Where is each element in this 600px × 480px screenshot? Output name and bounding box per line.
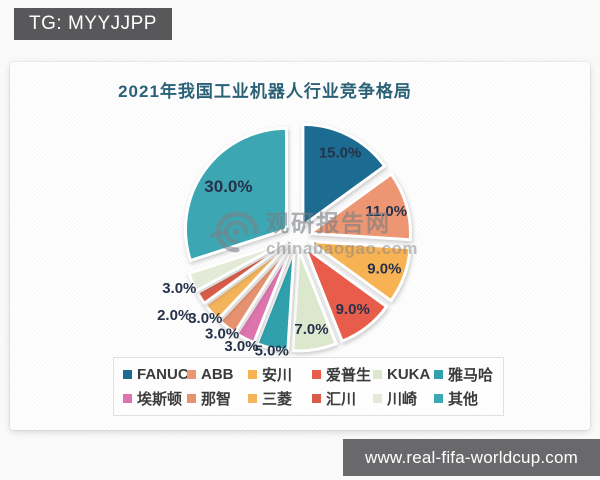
chart-title: 2021年我国工业机器人行业竞争格局 [118, 82, 412, 101]
legend-item-三菱: 三菱 [248, 387, 312, 410]
legend-item-KUKA: KUKA [373, 363, 434, 386]
pie-slice-label-KUKA: 7.0% [294, 321, 328, 338]
legend-swatch-icon [248, 394, 257, 403]
legend-label: ABB [201, 366, 234, 383]
legend-item-安川: 安川 [248, 363, 312, 386]
pie-slice-label-三菱: 3.0% [188, 310, 222, 327]
legend-label: 雅马哈 [448, 367, 494, 384]
pie-slice-KUKA [291, 248, 338, 353]
pie-slice-label-其他: 30.0% [204, 177, 252, 196]
legend-swatch-icon [434, 394, 443, 403]
chart-card: 2021年我国工业机器人行业竞争格局 15.0% 11.0% 9.0% 9.0% 7.0… [10, 62, 590, 430]
legend-item-埃斯顿: 埃斯顿 [123, 387, 187, 410]
legend-swatch-icon [187, 370, 196, 379]
legend-label: KUKA [387, 366, 431, 383]
pie-slice-雅马哈 [255, 248, 296, 352]
pie-slice-三菱 [204, 244, 289, 321]
legend-item-那智: 那智 [187, 387, 248, 410]
pie-slice-label-安川: 9.0% [367, 261, 401, 278]
pie-slice-label-汇川: 2.0% [157, 307, 191, 324]
legend-item-川崎: 川崎 [373, 387, 434, 410]
legend-label: 那智 [201, 391, 232, 408]
legend-label: 其他 [448, 391, 479, 408]
pie-slice-爱普生 [303, 245, 389, 343]
pie-slice-其他 [183, 126, 288, 263]
legend-item-爱普生: 爱普生 [312, 363, 373, 386]
pie-slice-label-FANUC: 15.0% [319, 144, 362, 161]
legend-swatch-icon [248, 370, 257, 379]
pie-slice-label-雅马哈: 5.0% [255, 342, 289, 359]
legend-item-雅马哈: 雅马哈 [434, 363, 499, 386]
legend-label: 埃斯顿 [137, 391, 183, 408]
legend-label: 汇川 [326, 391, 357, 408]
legend-swatch-icon [373, 370, 382, 379]
legend-swatch-icon [373, 394, 382, 403]
legend-item-ABB: ABB [187, 363, 248, 386]
legend-swatch-icon [434, 370, 443, 379]
legend-swatch-icon [312, 370, 321, 379]
pie-slice-label-埃斯顿: 3.0% [224, 338, 258, 355]
pie-slice-label-那智: 3.0% [205, 326, 239, 343]
legend-item-FANUC: FANUC [123, 363, 189, 386]
pie-slice-汇川 [196, 242, 288, 305]
pie-slice-label-川崎: 3.0% [162, 280, 196, 297]
legend: FANUC ABB 安川 爱普生 KUKA 雅马哈埃斯顿 那智 三菱 汇川 川崎 其他 [113, 357, 504, 416]
legend-swatch-icon [312, 394, 321, 403]
legend-swatch-icon [123, 394, 132, 403]
legend-item-其他: 其他 [434, 387, 499, 410]
legend-label: 川崎 [387, 391, 418, 408]
pie-slice-ABB [307, 172, 412, 242]
pie-slice-川崎 [187, 240, 287, 293]
legend-swatch-icon [187, 394, 196, 403]
legend-label: 三菱 [262, 391, 293, 408]
legend-item-汇川: 汇川 [312, 387, 373, 410]
pie-slice-label-ABB: 11.0% [365, 203, 407, 220]
pie-slice-FANUC [301, 122, 387, 227]
legend-label: FANUC [137, 366, 189, 383]
legend-swatch-icon [123, 370, 132, 379]
pie-slice-label-爱普生: 9.0% [336, 301, 370, 318]
pie-slice-埃斯顿 [235, 247, 293, 344]
footer-url-bar: www.real-fifa-worldcup.com [343, 439, 600, 476]
pie-chart: 15.0%11.0%9.0%9.0%7.0%5.0%3.0%3.0%3.0%2.… [157, 122, 412, 359]
tg-watermark-badge: TG: MYYJJPP [14, 8, 172, 40]
pie-slice-安川 [307, 239, 412, 303]
pie-slice-那智 [218, 245, 291, 335]
legend-label: 爱普生 [326, 367, 372, 384]
legend-label: 安川 [262, 367, 293, 384]
